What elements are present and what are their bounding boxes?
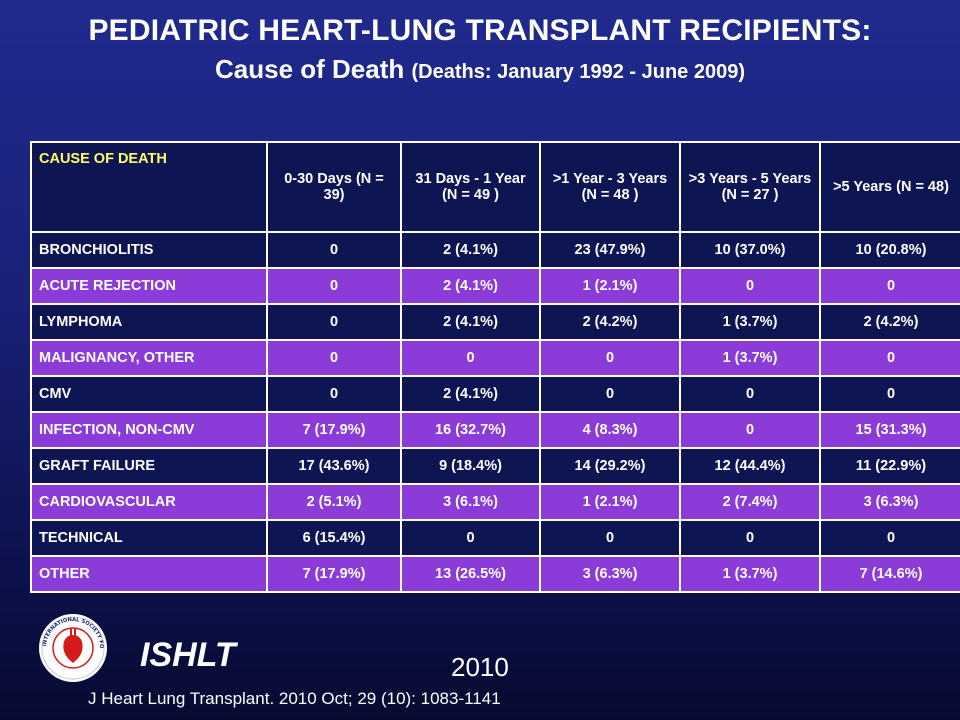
brand-label: ISHLT	[140, 636, 236, 674]
cause-cell: OTHER	[30, 555, 268, 593]
value-cell: 11 (22.9%)	[819, 447, 960, 485]
value-cell: 2 (4.1%)	[400, 375, 541, 413]
cause-of-death-table: CAUSE OF DEATH 0-30 Days (N = 39) 31 Day…	[30, 141, 960, 593]
value-cell: 12 (44.4%)	[679, 447, 821, 485]
value-cell: 0	[266, 231, 402, 269]
table-row: BRONCHIOLITIS 0 2 (4.1%) 23 (47.9%) 10 (37.0…	[30, 231, 960, 269]
subtitle-main: Cause of Death	[215, 54, 405, 84]
value-cell: 0	[539, 339, 681, 377]
value-cell: 10 (20.8%)	[819, 231, 960, 269]
value-cell: 6 (15.4%)	[266, 519, 402, 557]
value-cell: 0	[819, 339, 960, 377]
value-cell: 0	[679, 375, 821, 413]
value-cell: 0	[400, 519, 541, 557]
value-cell: 0	[819, 267, 960, 305]
cause-cell: INFECTION, NON-CMV	[30, 411, 268, 449]
value-cell: 3 (6.3%)	[539, 555, 681, 593]
value-cell: 2 (4.2%)	[819, 303, 960, 341]
value-cell: 0	[679, 411, 821, 449]
citation-text: J Heart Lung Transplant. 2010 Oct; 29 (1…	[88, 689, 501, 708]
value-cell: 0	[400, 339, 541, 377]
column-header: 0-30 Days (N = 39)	[266, 141, 402, 233]
column-header: >5 Years (N = 48)	[819, 141, 960, 233]
year-label: 2010	[451, 652, 509, 682]
cause-cell: GRAFT FAILURE	[30, 447, 268, 485]
value-cell: 0	[679, 519, 821, 557]
value-cell: 15 (31.3%)	[819, 411, 960, 449]
value-cell: 7 (17.9%)	[266, 555, 402, 593]
cause-cell: TECHNICAL	[30, 519, 268, 557]
table-row: INFECTION, NON-CMV 7 (17.9%) 16 (32.7%) 4 (…	[30, 411, 960, 449]
value-cell: 2 (7.4%)	[679, 483, 821, 521]
subtitle-date-range: (Deaths: January 1992 - June 2009)	[411, 61, 746, 83]
value-cell: 0	[819, 519, 960, 557]
table-row: MALIGNANCY, OTHER 0 0 0 1 (3.7%) 0	[30, 339, 960, 377]
table-row: OTHER 7 (17.9%) 13 (26.5%) 3 (6.3%) 1 (3.7%)…	[30, 555, 960, 593]
cause-cell: CMV	[30, 375, 268, 413]
value-cell: 2 (4.1%)	[400, 231, 541, 269]
value-cell: 1 (2.1%)	[539, 483, 681, 521]
table-row: LYMPHOMA 0 2 (4.1%) 2 (4.2%) 1 (3.7%) 2 (4.2%…	[30, 303, 960, 341]
value-cell: 0	[679, 267, 821, 305]
value-cell: 4 (8.3%)	[539, 411, 681, 449]
table-row: CARDIOVASCULAR 2 (5.1%) 3 (6.1%) 1 (2.1%) 2 …	[30, 483, 960, 521]
value-cell: 0	[266, 339, 402, 377]
value-cell: 14 (29.2%)	[539, 447, 681, 485]
value-cell: 1 (3.7%)	[679, 555, 821, 593]
cause-cell: LYMPHOMA	[30, 303, 268, 341]
value-cell: 9 (18.4%)	[400, 447, 541, 485]
table-header-row: CAUSE OF DEATH 0-30 Days (N = 39) 31 Day…	[30, 141, 960, 233]
value-cell: 2 (5.1%)	[266, 483, 402, 521]
value-cell: 0	[266, 267, 402, 305]
table-row: TECHNICAL 6 (15.4%) 0 0 0 0	[30, 519, 960, 557]
cause-cell: CARDIOVASCULAR	[30, 483, 268, 521]
table-row: CMV 0 2 (4.1%) 0 0 0	[30, 375, 960, 413]
value-cell: 0	[819, 375, 960, 413]
table-row: ACUTE REJECTION 0 2 (4.1%) 1 (2.1%) 0 0	[30, 267, 960, 305]
value-cell: 0	[539, 519, 681, 557]
value-cell: 17 (43.6%)	[266, 447, 402, 485]
column-header: >3 Years - 5 Years (N = 27 )	[679, 141, 821, 233]
page-title: PEDIATRIC HEART-LUNG TRANSPLANT RECIPIEN…	[88, 14, 872, 47]
value-cell: 1 (3.7%)	[679, 303, 821, 341]
value-cell: 2 (4.2%)	[539, 303, 681, 341]
value-cell: 16 (32.7%)	[400, 411, 541, 449]
value-cell: 2 (4.1%)	[400, 267, 541, 305]
column-header: >1 Year - 3 Years (N = 48 )	[539, 141, 681, 233]
cause-cell: ACUTE REJECTION	[30, 267, 268, 305]
value-cell: 10 (37.0%)	[679, 231, 821, 269]
cause-cell: BRONCHIOLITIS	[30, 231, 268, 269]
table-row: GRAFT FAILURE 17 (43.6%) 9 (18.4%) 14 (29.2…	[30, 447, 960, 485]
value-cell: 7 (17.9%)	[266, 411, 402, 449]
value-cell: 2 (4.1%)	[400, 303, 541, 341]
cause-cell: MALIGNANCY, OTHER	[30, 339, 268, 377]
value-cell: 13 (26.5%)	[400, 555, 541, 593]
value-cell: 3 (6.1%)	[400, 483, 541, 521]
column-header: CAUSE OF DEATH	[30, 141, 268, 233]
value-cell: 7 (14.6%)	[819, 555, 960, 593]
value-cell: 0	[266, 303, 402, 341]
value-cell: 1 (2.1%)	[539, 267, 681, 305]
value-cell: 0	[266, 375, 402, 413]
value-cell: 23 (47.9%)	[539, 231, 681, 269]
ishlt-logo-icon: INTERNATIONAL SOCIETY FOR HEART & LUNG T…	[38, 613, 107, 682]
page-subtitle: Cause of Death (Deaths: January 1992 - J…	[0, 54, 960, 85]
value-cell: 0	[539, 375, 681, 413]
value-cell: 3 (6.3%)	[819, 483, 960, 521]
value-cell: 1 (3.7%)	[679, 339, 821, 377]
column-header: 31 Days - 1 Year (N = 49 )	[400, 141, 541, 233]
